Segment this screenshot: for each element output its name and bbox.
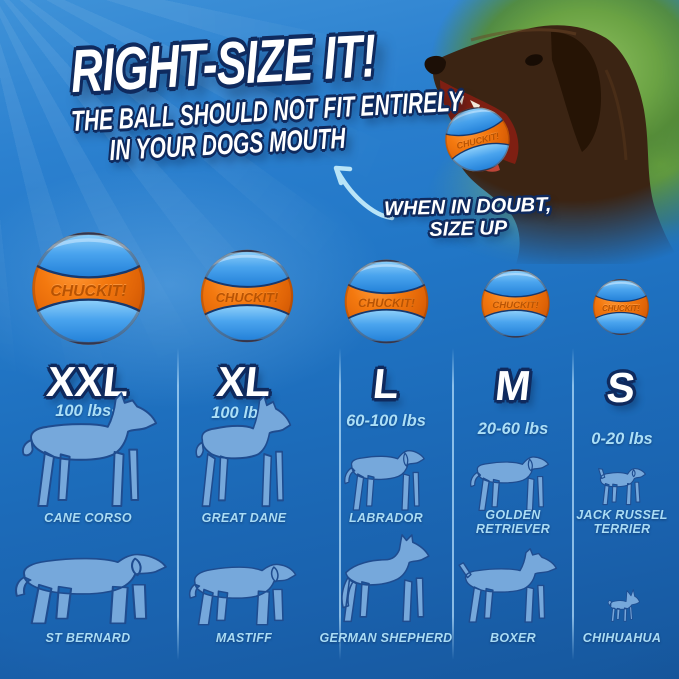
svg-text:CHUCKIT!: CHUCKIT! (602, 304, 640, 313)
st-bernard-silhouette (12, 534, 172, 628)
hint-text: WHEN IN DOUBT, SIZE UP (367, 193, 568, 242)
breed-label: CANE CORSO (44, 511, 132, 525)
svg-text:CHUCKIT!: CHUCKIT! (492, 299, 539, 310)
breed-label: GOLDEN RETRIEVER (475, 508, 551, 537)
column-divider (339, 348, 341, 660)
svg-text:CHUCKIT!: CHUCKIT! (50, 283, 126, 300)
ball-s-icon: CHUCKIT! CHUCKIT! (592, 278, 650, 336)
breed-label: GREAT DANE (201, 511, 287, 525)
curved-arrow-up-left-icon (333, 165, 395, 221)
column-divider (452, 348, 454, 660)
dog-photo (366, 0, 679, 265)
weight-label-m: 20-60 lbs (477, 420, 549, 438)
great-dane-silhouette (186, 395, 304, 512)
svg-text:CHUCKIT!: CHUCKIT! (602, 303, 640, 312)
breed-label: CHIHUAHUA (582, 631, 662, 645)
labrador-silhouette (340, 434, 436, 514)
boxer-silhouette (454, 548, 564, 626)
weight-label-xxl: 100 lbs+ (55, 402, 121, 420)
cane-corso-silhouette (18, 392, 164, 512)
weight-label-s: 0-20 lbs (591, 430, 653, 448)
svg-text:CHUCKIT!: CHUCKIT! (358, 297, 415, 310)
svg-text:CHUCKIT!: CHUCKIT! (358, 296, 415, 309)
svg-text:CHUCKIT!: CHUCKIT! (216, 290, 279, 305)
breed-label: BOXER (490, 631, 536, 645)
svg-text:CHUCKIT!: CHUCKIT! (216, 289, 279, 304)
breed-label: MASTIFF (215, 631, 273, 645)
jack-russel-terrier-silhouette (582, 450, 662, 512)
breed-label: GERMAN SHEPHERD (319, 631, 453, 645)
ball-xxl-icon: CHUCKIT! CHUCKIT! (30, 230, 147, 347)
column-divider (572, 348, 574, 660)
german-shepherd-silhouette (328, 534, 444, 626)
ball-l-icon: CHUCKIT! CHUCKIT! (343, 258, 430, 345)
column-divider (177, 348, 179, 660)
breed-label: LABRADOR (349, 511, 423, 525)
chihuahua-silhouette (594, 580, 652, 628)
size-label-l: L (370, 360, 402, 407)
breed-label: ST BERNARD (45, 631, 131, 645)
ball-xl-icon: CHUCKIT! CHUCKIT! (199, 248, 295, 344)
ball-m-icon: CHUCKIT! CHUCKIT! (480, 268, 551, 339)
svg-text:CHUCKIT!: CHUCKIT! (492, 300, 539, 311)
breed-label: JACK RUSSEL TERRIER (576, 508, 668, 537)
weight-label-l: 60-100 lbs (346, 412, 426, 430)
headline-block: RIGHT-SIZE IT! THE BALL SHOULD NOT FIT E… (7, 22, 463, 171)
svg-text:CHUCKIT!: CHUCKIT! (50, 282, 126, 299)
size-label-s: S (604, 364, 638, 411)
mastiff-silhouette (184, 543, 302, 629)
golden-retriever-silhouette (466, 442, 560, 514)
size-label-m: M (493, 362, 534, 409)
